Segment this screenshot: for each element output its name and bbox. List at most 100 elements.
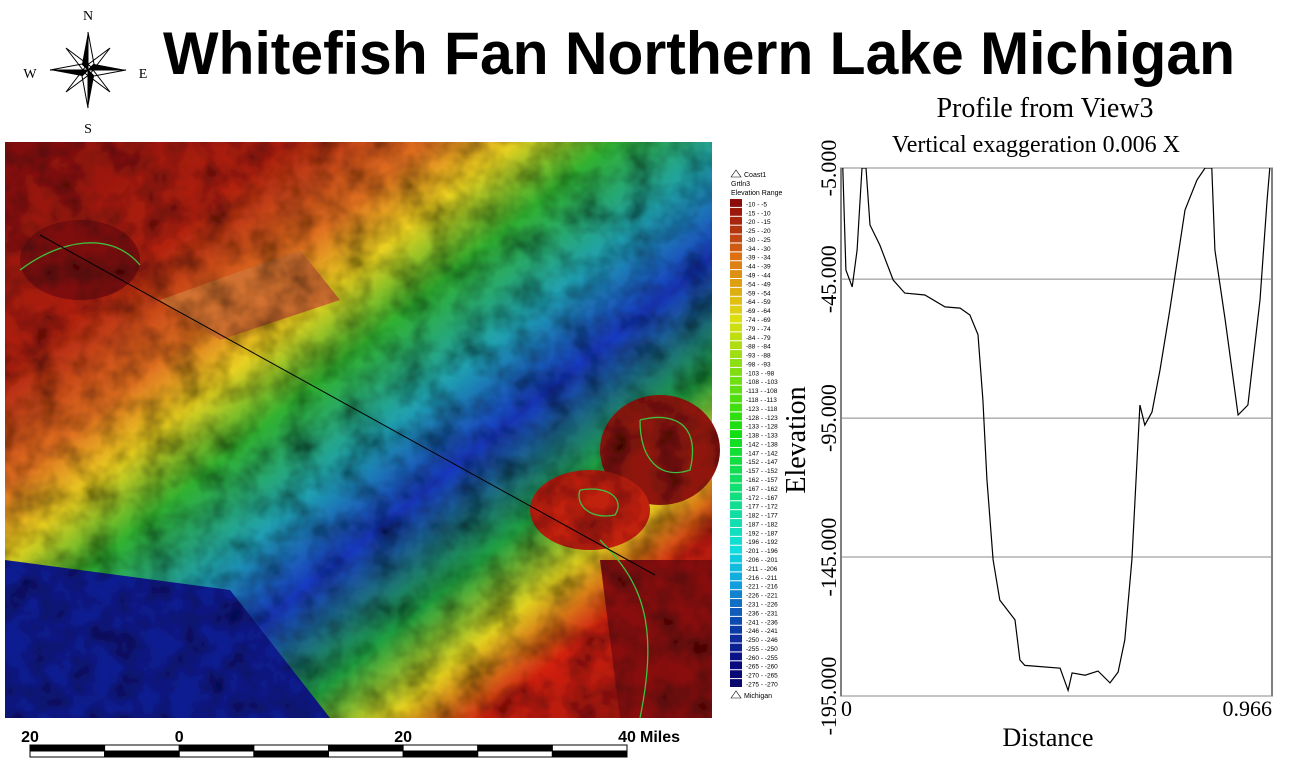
- legend-range: -113 - -108: [746, 388, 778, 395]
- legend-swatch: [730, 447, 742, 456]
- legend-swatch: [730, 234, 742, 243]
- legend-range: -93 - -88: [746, 353, 771, 360]
- profile-line: [842, 168, 1271, 693]
- x-tick-label: 0: [841, 696, 852, 721]
- legend-swatch: [730, 199, 742, 207]
- legend-range: -54 - -49: [746, 281, 771, 288]
- legend-swatch: [730, 403, 742, 412]
- legend-range: -15 - -10: [746, 210, 771, 217]
- legend-layer: Grtln3: [731, 181, 750, 188]
- legend-swatch: [730, 412, 742, 421]
- scale-segment: [253, 750, 329, 758]
- compass: N S E W: [23, 9, 147, 137]
- chart-title: Profile from View3: [936, 93, 1153, 124]
- legend-swatch: [730, 287, 742, 296]
- legend-range: -162 - -157: [746, 477, 778, 484]
- legend-swatch: [730, 492, 742, 501]
- legend-swatch: [730, 581, 742, 590]
- legend-swatch: [730, 279, 742, 287]
- scale-segment: [104, 744, 180, 752]
- scale-segment: [29, 750, 106, 758]
- legend-range: -74 - -69: [746, 317, 771, 324]
- legend-swatch: [730, 261, 742, 270]
- legend-swatch: [730, 376, 742, 385]
- legend-swatch: [730, 465, 742, 474]
- legend-swatch: [730, 527, 742, 536]
- legend-swatch: [730, 474, 742, 483]
- legend-range: -25 - -20: [746, 228, 771, 235]
- legend-range: -84 - -79: [746, 335, 771, 342]
- y-tick-label: -95.000: [816, 384, 841, 452]
- page-title: Whitefish Fan Northern Lake Michigan: [163, 20, 1235, 87]
- legend-swatch: [730, 385, 742, 394]
- legend-range: -231 - -226: [746, 601, 778, 608]
- scale-segment: [477, 750, 553, 758]
- chart-subtitle: Vertical exaggeration 0.006 X: [892, 132, 1180, 158]
- legend-range: -241 - -236: [746, 619, 778, 626]
- legend-range: -265 - -260: [746, 664, 778, 671]
- legend-range: -44 - -39: [746, 264, 771, 271]
- scale-segment: [253, 744, 329, 752]
- x-tick-label: 0.966: [1223, 696, 1273, 721]
- legend-range: -69 - -64: [746, 308, 771, 315]
- compass-s: S: [84, 122, 92, 137]
- legend-range: -270 - -265: [746, 673, 778, 680]
- legend-swatch: [730, 359, 742, 367]
- legend-swatch: [730, 652, 742, 661]
- legend-swatch: [730, 456, 742, 465]
- profile-chart: Profile from View3 Vertical exaggeration…: [781, 93, 1273, 752]
- legend-range: -187 - -182: [746, 521, 778, 528]
- map: [5, 142, 720, 719]
- y-tick-label: -5.000: [816, 140, 841, 197]
- legend-swatch: [730, 252, 742, 261]
- legend-range: -128 - -123: [746, 415, 778, 422]
- legend-range: -98 - -93: [746, 361, 771, 368]
- legend-swatch: [730, 625, 742, 634]
- legend-range: -157 - -152: [746, 468, 778, 475]
- scale-segment: [104, 750, 180, 758]
- legend-swatch: [730, 519, 742, 527]
- legend-swatch: [730, 341, 742, 350]
- legend-range: -211 - -206: [746, 566, 778, 573]
- legend-range: -10 - -5: [746, 201, 767, 208]
- legend-footer: Michigan: [744, 693, 772, 700]
- legend-range: -123 - -118: [746, 406, 778, 413]
- compass-n: N: [83, 9, 93, 24]
- legend-swatch: [730, 510, 742, 519]
- legend-swatch: [730, 661, 742, 670]
- scale-segment: [402, 744, 479, 752]
- scale-label: 0: [175, 729, 184, 746]
- y-tick-label: -45.000: [816, 245, 841, 313]
- legend-range: -118 - -113: [746, 397, 777, 404]
- legend-range: -196 - -192: [746, 539, 778, 546]
- legend-swatch: [730, 314, 742, 323]
- legend-swatch: [730, 421, 742, 430]
- legend-range: -59 - -54: [746, 290, 771, 297]
- scale-segment: [551, 750, 628, 758]
- scale-segment: [328, 744, 404, 752]
- compass-e: E: [139, 67, 148, 82]
- map-legend: Coast1 Grtln3 Elevation Range -10 - -5 -15 -…: [730, 169, 782, 700]
- legend-range: -133 - -128: [746, 424, 778, 431]
- scale-bar: 20 0 20 40 Miles: [21, 729, 680, 758]
- legend-range: -192 - -187: [746, 530, 778, 537]
- legend-swatch: [730, 430, 742, 439]
- legend-swatch: [730, 270, 742, 279]
- legend-swatch: [730, 483, 742, 492]
- legend-swatch: [730, 296, 742, 305]
- legend-range: -206 - -201: [746, 557, 778, 564]
- legend-range: -236 - -231: [746, 610, 778, 617]
- legend-range: -152 - -147: [746, 459, 778, 466]
- y-tick-label: -145.000: [816, 518, 841, 597]
- legend-range: -103 - -98: [746, 370, 775, 377]
- legend-range: -246 - -241: [746, 628, 778, 635]
- compass-w: W: [23, 67, 37, 82]
- legend-range: -182 - -177: [746, 513, 778, 520]
- scale-label: 20: [394, 729, 412, 746]
- legend-range: -34 - -30: [746, 246, 771, 253]
- scale-segment: [551, 744, 628, 752]
- scale-segment: [29, 744, 106, 752]
- x-axis-label: Distance: [1003, 723, 1094, 752]
- legend-swatch: [730, 394, 742, 403]
